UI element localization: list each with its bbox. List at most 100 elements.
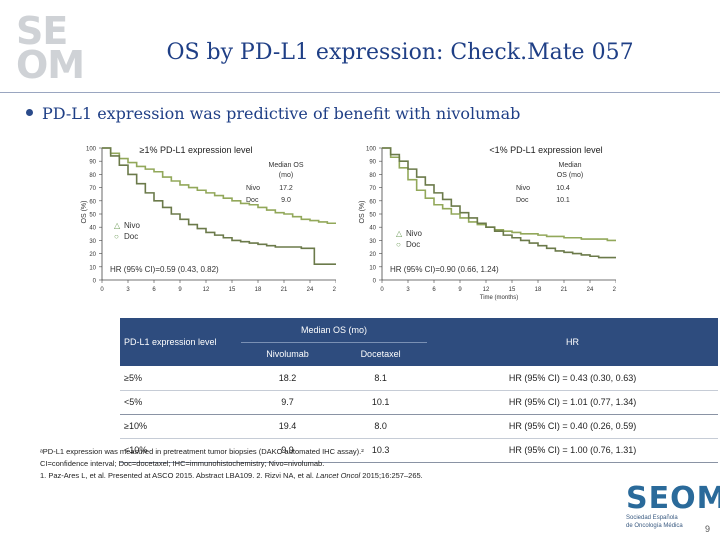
footnotes: ᵃPD-L1 expression was measured in pretre…	[40, 446, 423, 482]
row-nivo: 9.7	[240, 390, 335, 415]
row-nivo: 19.4	[240, 414, 335, 439]
median-header-line1: Median	[559, 162, 582, 169]
y-tick-label: 40	[369, 226, 376, 232]
median-value-doc: 10.1	[556, 197, 570, 204]
legend-doc-marker: ○	[114, 232, 119, 241]
table-row: <10% 9.9 10.3 HR (95% CI) = 1.00 (0.76, …	[120, 438, 718, 463]
row-level: <5%	[120, 390, 241, 415]
header-level: PD-L1 expression level	[120, 318, 241, 366]
y-tick-label: 90	[369, 160, 376, 166]
x-tick-label: 12	[483, 287, 490, 293]
y-tick-label: 20	[369, 252, 376, 258]
row-hr: HR (95% CI) = 1.01 (0.77, 1.34)	[427, 390, 718, 415]
y-tick-label: 100	[366, 147, 377, 153]
y-axis-label: OS (%)	[81, 201, 88, 224]
x-tick-label: 3	[126, 287, 130, 293]
row-level: ≥5%	[120, 366, 241, 391]
legend-nivo-marker: △	[114, 221, 121, 230]
y-tick-label: 60	[89, 199, 96, 205]
bullet-point: PD-L1 expression was predictive of benef…	[26, 104, 520, 123]
y-tick-label: 50	[369, 213, 376, 219]
km-curve-doc	[382, 147, 616, 259]
row-hr: HR (95% CI) = 0.40 (0.26, 0.59)	[427, 414, 718, 439]
km-chart-pdl1-high: 0 10 20 30 40 50 60 70 80 90 100 0 3 6 9 12 15 18 21 24 27 ≥…	[81, 145, 336, 293]
chart-title: <1% PD-L1 expression level	[489, 145, 602, 155]
row-level: <10%	[120, 438, 241, 463]
y-tick-label: 10	[369, 265, 376, 271]
x-tick-label: 9	[178, 287, 182, 293]
row-hr: HR (95% CI) = 0.43 (0.30, 0.63)	[427, 366, 718, 391]
y-axis-label: OS (%)	[359, 201, 366, 224]
y-tick-label: 30	[369, 239, 376, 245]
hazard-ratio-text: HR (95% CI)=0.90 (0.66, 1.24)	[390, 265, 499, 274]
x-tick-label: 6	[152, 287, 156, 293]
page-title: OS by PD-L1 expression: Check.Mate 057	[166, 40, 634, 65]
row-doc: 8.1	[334, 366, 428, 391]
table-header-row-2: Nivolumab Docetaxel	[120, 342, 718, 366]
median-arm-nivo: Nivo	[246, 185, 260, 192]
legend-nivo-label: Nivo	[406, 229, 423, 238]
row-level: ≥10%	[120, 414, 241, 439]
y-tick-label: 70	[369, 186, 376, 192]
x-tick-label: 9	[458, 287, 462, 293]
header-nivolumab: Nivolumab	[240, 342, 335, 366]
median-value-nivo: 17.2	[279, 185, 293, 192]
x-tick-label: 0	[380, 287, 384, 293]
median-value-doc: 9.0	[281, 197, 291, 204]
y-tick-label: 70	[89, 186, 96, 192]
seom-brand-logo: SEOM Sociedad Española de Oncología Médi…	[626, 481, 720, 530]
x-tick-label: 21	[561, 287, 568, 293]
journal-name: Lancet Oncol	[315, 471, 361, 480]
x-tick-label: 27	[333, 287, 336, 293]
y-tick-label: 50	[89, 213, 96, 219]
legend-doc-label: Doc	[124, 232, 138, 241]
y-tick-label: 40	[89, 226, 96, 232]
chart-title: ≥1% PD-L1 expression level	[140, 145, 253, 155]
y-tick-label: 80	[89, 173, 96, 179]
km-chart-pdl1-low: 0 10 20 30 40 50 60 70 80 90 100 0 3 6 9 12 15 18 21 24 27 <…	[359, 145, 616, 301]
y-tick-label: 80	[369, 173, 376, 179]
bullet-text: PD-L1 expression was predictive of benef…	[42, 104, 521, 123]
median-header-line2: (mo)	[279, 172, 293, 179]
table-row: ≥10% 19.4 8.0 HR (95% CI) = 0.40 (0.26, …	[120, 414, 718, 439]
logo-line-2: OM	[16, 43, 85, 87]
y-tick-label: 10	[89, 265, 96, 271]
median-arm-doc: Doc	[516, 197, 529, 204]
brand-sub-1: Sociedad Española	[626, 515, 678, 521]
x-tick-label: 18	[535, 287, 542, 293]
km-curve-nivo	[102, 147, 336, 225]
table-row: ≥5% 18.2 8.1 HR (95% CI) = 0.43 (0.30, 0…	[120, 366, 718, 391]
header-median: Median OS (mo)	[240, 318, 428, 343]
row-nivo: 9.9	[240, 438, 335, 463]
y-tick-label: 20	[89, 252, 96, 258]
y-tick-label: 30	[89, 239, 96, 245]
row-hr: HR (95% CI) = 1.00 (0.76, 1.31)	[427, 438, 718, 463]
table-row: <5% 9.7 10.1 HR (95% CI) = 1.01 (0.77, 1…	[120, 390, 718, 415]
page-number: 9	[704, 524, 710, 534]
x-axis-label: Time (months)	[480, 295, 518, 301]
x-tick-label: 27	[613, 287, 616, 293]
reference-text: 1. Paz-Ares L, et al. Presented at ASCO …	[40, 471, 316, 480]
y-tick-label: 60	[369, 199, 376, 205]
footnote-line-2: CI=confidence interval; Doc=docetaxel; I…	[40, 459, 325, 468]
header-docetaxel: Docetaxel	[334, 342, 428, 366]
os-by-pdl1-table: PD-L1 expression level Median OS (mo) HR…	[120, 318, 718, 463]
km-curve-doc	[102, 147, 336, 265]
brand-name: SEOM	[626, 481, 720, 516]
legend-doc-marker: ○	[396, 240, 401, 249]
x-tick-label: 15	[229, 287, 236, 293]
median-header-line2: OS (mo)	[557, 172, 583, 179]
footnote-line-3: 1. Paz-Ares L, et al. Presented at ASCO …	[40, 470, 423, 482]
y-tick-label: 90	[89, 160, 96, 166]
y-tick-label: 100	[86, 147, 97, 153]
brand-sub-2: de Oncología Médica	[626, 523, 683, 529]
y-tick-label: 0	[373, 279, 377, 285]
x-tick-label: 6	[432, 287, 436, 293]
median-value-nivo: 10.4	[556, 185, 570, 192]
x-tick-label: 3	[406, 287, 410, 293]
reference-suffix: 2015;16:257–265.	[360, 471, 423, 480]
x-tick-label: 12	[203, 287, 210, 293]
row-doc: 8.0	[334, 414, 428, 439]
legend-doc-label: Doc	[406, 240, 420, 249]
x-tick-label: 15	[509, 287, 516, 293]
